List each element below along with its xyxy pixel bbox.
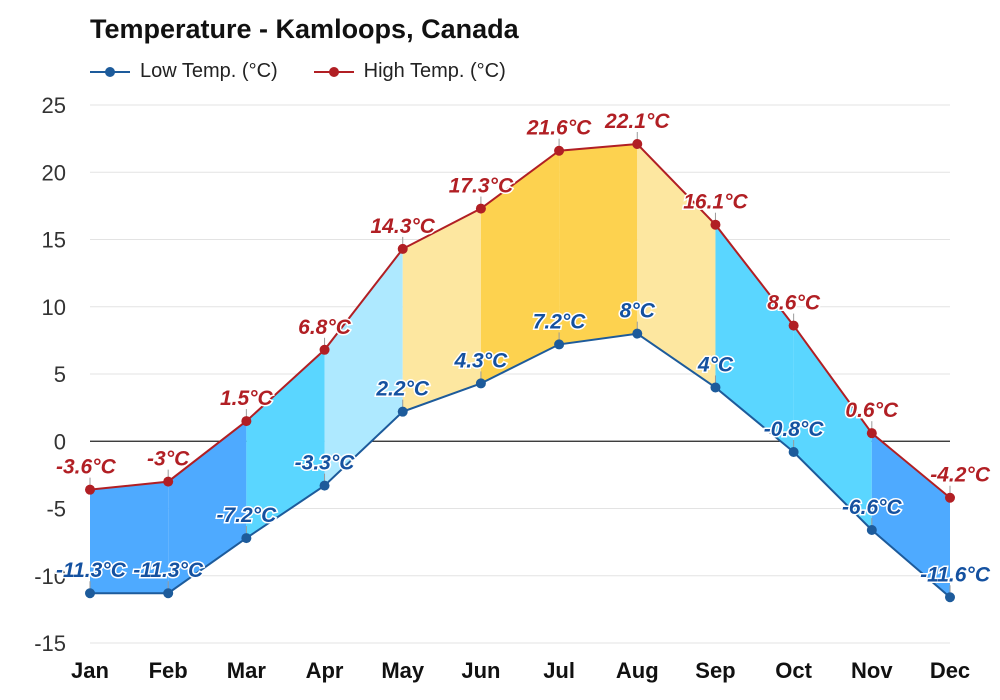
legend-item-low[interactable]: Low Temp. (°C): [90, 60, 278, 83]
point-low-feb: [163, 588, 174, 599]
point-low-oct: [788, 447, 799, 458]
point-high-jan: [85, 484, 95, 495]
point-high-apr: [319, 344, 330, 355]
temperature-bands: [90, 144, 950, 598]
point-high-jul: [554, 145, 565, 156]
point-low-nov: [866, 525, 877, 536]
y-tick-label: -5: [46, 497, 66, 522]
data-label-high-jan: -3.6°C: [56, 456, 117, 479]
point-low-mar: [241, 533, 252, 544]
data-label-high-dec: -4.2°C: [930, 464, 991, 487]
data-label-high-mar: 1.5°C: [220, 387, 274, 410]
chart-title: Temperature - Kamloops, Canada: [90, 14, 519, 44]
point-low-dec: [945, 592, 955, 603]
band-aug-sep: [637, 144, 716, 388]
point-low-jun: [475, 378, 486, 389]
point-low-jan: [85, 588, 95, 599]
y-tick-label: 10: [42, 295, 66, 320]
legend-label-low: Low Temp. (°C): [140, 60, 278, 82]
point-high-oct: [788, 320, 799, 331]
x-tick-label-apr: Apr: [306, 658, 344, 683]
y-tick-label: -15: [34, 631, 66, 656]
point-high-jun: [475, 203, 486, 214]
band-may-jun: [402, 208, 481, 412]
point-low-aug: [632, 328, 643, 339]
x-tick-label-dec: Dec: [930, 658, 970, 683]
data-label-low-jan: -11.3°C: [56, 559, 127, 582]
data-label-high-jun: 17.3°C: [449, 175, 514, 198]
data-label-low-may: 2.2°C: [375, 378, 430, 401]
point-high-dec: [945, 492, 955, 503]
legend: Low Temp. (°C) High Temp. (°C): [90, 60, 506, 83]
data-label-low-mar: -7.2°C: [216, 504, 277, 527]
x-tick-label-feb: Feb: [149, 658, 188, 683]
point-high-mar: [241, 416, 252, 427]
band-feb-mar: [168, 421, 247, 594]
x-tick-label-nov: Nov: [851, 658, 893, 683]
band-nov-dec: [871, 433, 950, 598]
data-label-low-feb: -11.3°C: [133, 559, 204, 582]
data-label-high-feb: -3°C: [147, 448, 190, 471]
point-low-jul: [554, 339, 565, 350]
legend-swatch-low: [90, 66, 130, 77]
data-label-low-sep: 4°C: [697, 353, 734, 376]
x-tick-label-jul: Jul: [543, 658, 575, 683]
data-label-high-sep: 16.1°C: [683, 191, 748, 214]
data-label-low-nov: -6.6°C: [842, 496, 903, 519]
y-tick-label: 0: [54, 429, 66, 454]
band-oct-nov: [793, 325, 872, 531]
y-tick-label: 25: [42, 93, 66, 118]
x-tick-label-sep: Sep: [695, 658, 735, 683]
y-tick-label: -10: [34, 564, 66, 589]
x-tick-label-jun: Jun: [461, 658, 500, 683]
point-high-nov: [866, 428, 877, 439]
band-jan-feb: [90, 481, 169, 594]
legend-label-high: High Temp. (°C): [363, 60, 506, 82]
point-high-feb: [163, 476, 174, 487]
data-label-high-may: 14.3°C: [371, 215, 436, 238]
point-low-may: [397, 406, 408, 417]
y-tick-label: 20: [42, 160, 66, 185]
data-label-low-dec: -11.6°C: [920, 563, 991, 586]
x-tick-label-aug: Aug: [616, 658, 659, 683]
data-label-high-jul: 21.6°C: [526, 117, 592, 140]
point-high-aug: [632, 139, 643, 150]
x-tick-label-jan: Jan: [71, 658, 109, 683]
data-label-low-jun: 4.3°C: [454, 349, 509, 372]
data-label-high-aug: 22.1°C: [604, 110, 670, 133]
band-sep-oct: [715, 224, 794, 453]
low-temp-line: [90, 332, 951, 599]
y-tick-label: 5: [54, 362, 66, 387]
data-label-high-oct: 8.6°C: [767, 292, 821, 315]
point-low-sep: [710, 382, 721, 393]
x-tick-label-may: May: [381, 658, 425, 683]
band-jul-aug: [559, 144, 638, 345]
data-label-low-jul: 7.2°C: [533, 310, 587, 333]
band-jun-jul: [480, 150, 560, 384]
legend-item-high[interactable]: High Temp. (°C): [313, 60, 506, 83]
x-tick-label-mar: Mar: [227, 658, 267, 683]
legend-swatch-high: [313, 66, 354, 77]
high-temp-line: [89, 142, 951, 499]
y-tick-label: 15: [42, 228, 66, 253]
data-label-high-nov: 0.6°C: [845, 399, 899, 422]
data-label-low-apr: -3.3°C: [295, 452, 356, 475]
band-apr-may: [324, 248, 403, 486]
point-high-sep: [710, 219, 721, 230]
data-label-low-oct: -0.8°C: [764, 418, 825, 441]
point-high-may: [397, 243, 408, 254]
band-mar-apr: [246, 349, 325, 539]
data-label-high-apr: 6.8°C: [298, 316, 352, 339]
x-tick-label-oct: Oct: [775, 658, 812, 683]
data-label-low-aug: 8°C: [620, 300, 656, 323]
point-low-apr: [319, 480, 330, 491]
